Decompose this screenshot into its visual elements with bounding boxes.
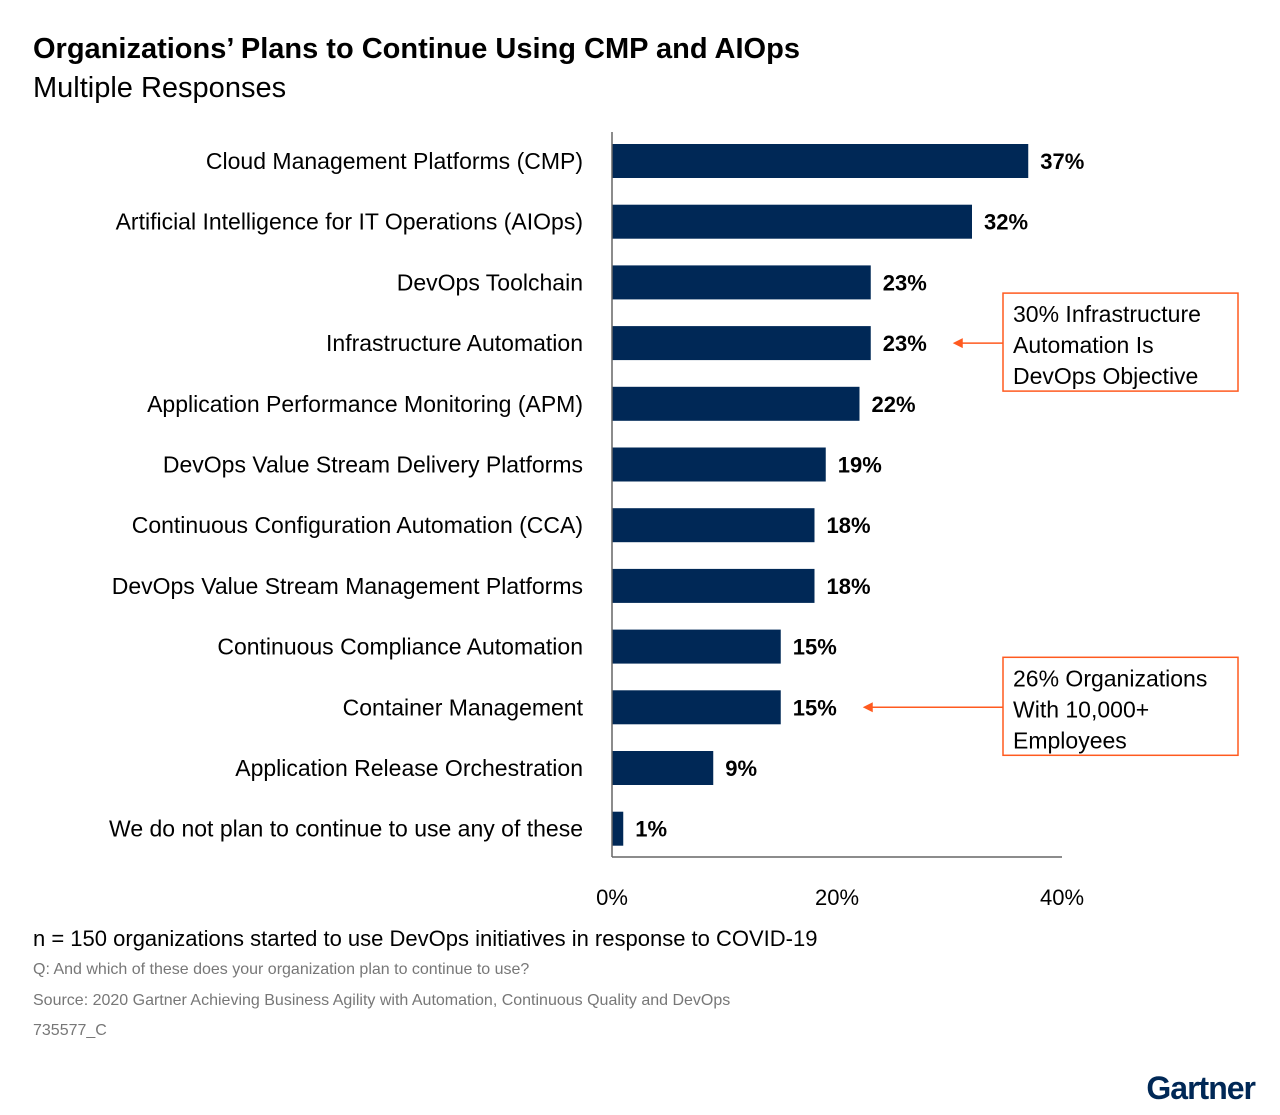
value-label: 37% <box>1040 149 1084 174</box>
bar <box>612 751 714 785</box>
value-label: 23% <box>883 270 927 295</box>
annotation: 26% Organizations With 10,000+ Employees <box>862 656 1239 757</box>
arrow-head-icon <box>862 702 873 713</box>
x-tick-label: 40% <box>1040 885 1084 910</box>
category-label: Artificial Intelligence for IT Operation… <box>116 209 583 235</box>
category-label: Application Performance Monitoring (APM) <box>147 391 583 417</box>
bar <box>612 447 826 482</box>
value-label: 1% <box>635 817 667 842</box>
annotation-box <box>1002 292 1239 392</box>
figure-id: 735577_C <box>33 1022 107 1039</box>
bar <box>612 568 815 603</box>
chart-title: Organizations’ Plans to Continue Using C… <box>33 33 800 65</box>
value-label: 15% <box>793 695 837 720</box>
annotation-text: Automation Is <box>1013 332 1154 358</box>
x-tick-label: 0% <box>596 885 628 910</box>
bar <box>612 144 1029 178</box>
category-label: DevOps Value Stream Delivery Platforms <box>163 452 583 478</box>
value-label: 9% <box>725 756 757 781</box>
bar <box>612 508 815 543</box>
value-label: 18% <box>827 574 871 599</box>
annotation-text: Employees <box>1013 727 1127 753</box>
bar <box>612 265 871 300</box>
value-label: 32% <box>984 210 1028 235</box>
bar <box>612 690 781 725</box>
value-label: 22% <box>872 392 916 417</box>
value-label: 19% <box>838 453 882 478</box>
question-note: Q: And which of these does your organiza… <box>33 961 529 978</box>
annotation-text: With 10,000+ <box>1013 696 1149 722</box>
category-label: Container Management <box>343 694 584 720</box>
value-label: 18% <box>827 513 871 538</box>
annotation-box <box>1002 656 1239 757</box>
category-label: Continuous Configuration Automation (CCA… <box>132 512 583 538</box>
value-label: 23% <box>883 331 927 356</box>
category-label: Continuous Compliance Automation <box>217 634 583 660</box>
bar <box>612 811 624 846</box>
bar <box>612 326 871 361</box>
category-label: Infrastructure Automation <box>326 330 583 356</box>
bar <box>612 386 860 421</box>
gartner-logo: Gartner <box>1146 1070 1255 1106</box>
annotation: 30% Infrastructure Automation Is DevOps Ob… <box>952 292 1239 392</box>
value-label: 15% <box>793 635 837 660</box>
chart-subtitle: Multiple Responses <box>33 72 286 104</box>
sample-size-note: n = 150 organizations started to use Dev… <box>33 926 817 951</box>
bar <box>612 204 972 239</box>
category-label: We do not plan to continue to use any of… <box>109 816 583 842</box>
category-label: Application Release Orchestration <box>235 755 583 781</box>
x-tick-label: 20% <box>815 885 859 910</box>
category-label: Cloud Management Platforms (CMP) <box>206 148 583 174</box>
arrow-head-icon <box>952 338 963 349</box>
category-label: DevOps Toolchain <box>397 269 583 295</box>
annotation-text: DevOps Objective <box>1013 363 1198 389</box>
bar <box>612 629 781 664</box>
category-label: DevOps Value Stream Management Platforms <box>112 573 583 599</box>
annotation-text: 26% Organizations <box>1013 665 1207 691</box>
source-note: Source: 2020 Gartner Achieving Business … <box>33 992 730 1009</box>
annotation-text: 30% Infrastructure <box>1013 301 1201 327</box>
